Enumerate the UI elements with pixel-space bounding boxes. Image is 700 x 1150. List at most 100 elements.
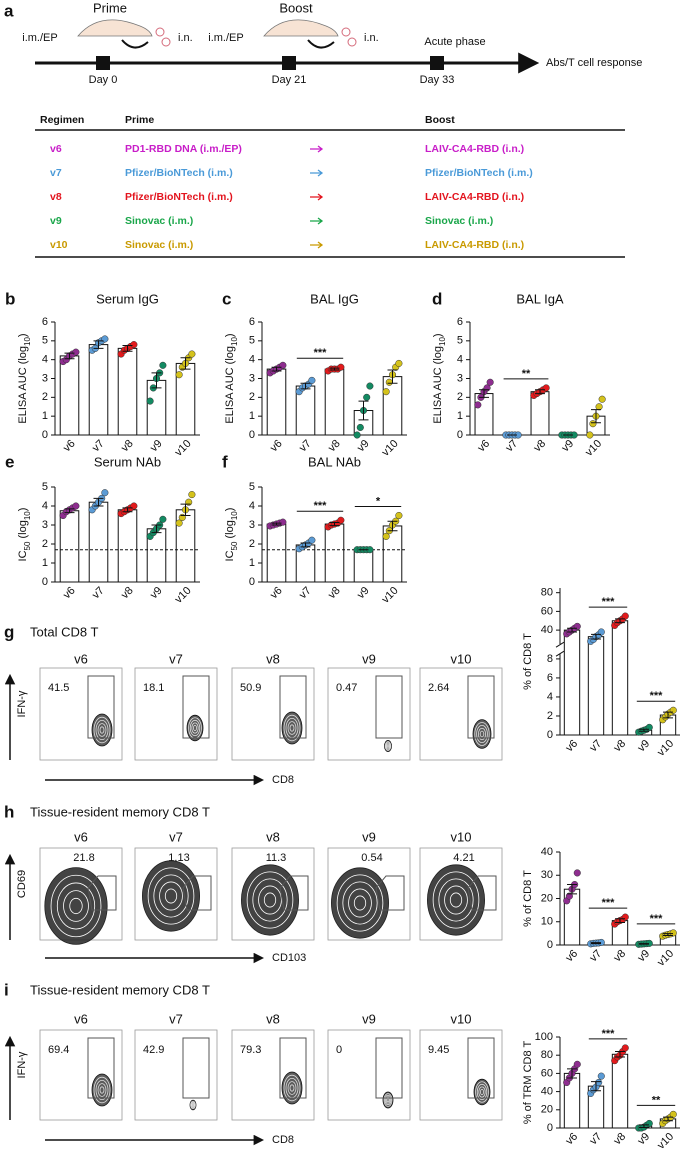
bar <box>474 393 494 436</box>
y-axis-label-part: 10 <box>23 511 32 520</box>
y-tick-label: 2 <box>42 538 48 550</box>
data-point <box>175 371 183 379</box>
gate <box>182 1037 210 1099</box>
x-tick-label: v8 <box>119 585 136 602</box>
y-tick-label: 4 <box>42 354 48 366</box>
data-point <box>366 382 374 390</box>
y-tick-label: 20 <box>541 1104 553 1116</box>
x-tick-label: v6 <box>268 585 285 602</box>
significance-label: ** <box>652 1094 661 1106</box>
error-bar <box>387 369 398 384</box>
y-tick-label: 10 <box>541 916 553 928</box>
phase-label: Boost <box>279 0 313 15</box>
error-bar <box>300 542 311 548</box>
significance-label: *** <box>650 690 664 702</box>
regimen: v8 <box>50 191 62 203</box>
y-axis-label-part: % of CD8 T <box>522 633 534 690</box>
day-label: Day 33 <box>420 74 455 86</box>
phase-label: Prime <box>93 0 127 15</box>
panel-letter: g <box>4 622 14 641</box>
sample-label: v8 <box>266 1011 280 1026</box>
chart-title: BAL NAb <box>308 454 361 469</box>
error-bar <box>615 1051 625 1058</box>
data-point <box>586 431 594 439</box>
panel-letter: d <box>432 289 442 308</box>
y-axis-label-part: IC <box>17 550 29 561</box>
x-tick-label: v7 <box>503 438 520 455</box>
sample-label: v9 <box>362 651 376 666</box>
contour <box>336 874 384 932</box>
contour <box>478 1086 486 1098</box>
error-bar <box>479 389 489 398</box>
data-point <box>597 628 605 636</box>
error-bar <box>639 728 649 732</box>
contour <box>56 882 96 930</box>
route-arrow <box>121 39 335 49</box>
data-point <box>565 892 573 900</box>
plot-frame <box>39 667 123 761</box>
gate <box>467 875 497 911</box>
contour <box>386 743 390 749</box>
contour <box>353 895 367 911</box>
row-arrow <box>310 241 324 249</box>
sample-label: v9 <box>362 1011 376 1026</box>
sample-label: v8 <box>266 829 280 844</box>
x-tick-label: v10 <box>583 438 604 459</box>
contour <box>141 860 200 932</box>
y-axis-label-part: % of CD8 T <box>522 870 534 927</box>
y-tick-label: 40 <box>541 846 553 858</box>
data-point <box>645 1119 653 1127</box>
table-header: Regimen <box>40 114 84 126</box>
contour <box>99 1086 105 1094</box>
contour <box>95 1080 109 1101</box>
data-point <box>72 502 80 510</box>
sample-label: v9 <box>362 829 376 844</box>
bar <box>266 523 287 583</box>
contour <box>69 897 83 915</box>
y-axis-label-part: ) <box>224 508 236 512</box>
contour <box>383 1093 393 1107</box>
contour <box>476 1083 488 1101</box>
data-point <box>72 348 80 356</box>
contour <box>477 727 486 741</box>
gate <box>279 675 307 739</box>
x-tick-label: v10 <box>380 438 401 459</box>
y-axis-label: ELISA AUC (log10) <box>432 333 447 423</box>
contour <box>289 724 295 732</box>
error-bar <box>591 942 601 945</box>
error-bar <box>151 524 162 534</box>
y-tick-label: 4 <box>42 500 48 512</box>
error-bar <box>567 1068 577 1079</box>
route-label: i.m./EP <box>208 32 243 44</box>
significance-label: *** <box>602 1028 616 1040</box>
error-bar <box>591 409 601 424</box>
error-bar <box>122 507 133 513</box>
y-axis-label-part: IC <box>224 550 236 561</box>
gate <box>467 1037 495 1099</box>
y-tick-label: 1 <box>249 410 255 422</box>
y-tick-label: 60 <box>541 605 553 617</box>
error-bar <box>180 357 191 370</box>
sample-label: v6 <box>74 651 88 666</box>
y-tick-label: 5 <box>249 335 255 347</box>
contour <box>50 874 102 938</box>
data-point <box>598 395 606 403</box>
panel-title: Tissue-resident memory CD8 T <box>30 804 210 819</box>
error-bar <box>639 1124 649 1129</box>
y-tick-label: 1 <box>249 557 255 569</box>
significance-label: *** <box>602 596 616 608</box>
x-axis-label: CD103 <box>272 952 306 964</box>
y-axis-label: % of CD8 T <box>522 870 534 927</box>
contour <box>190 1100 196 1110</box>
y-axis-label: ELISA AUC (log10) <box>17 333 32 423</box>
significance-label: *** <box>650 913 664 925</box>
y-axis-label: IFN-γ <box>16 690 28 717</box>
bar <box>88 501 109 583</box>
row-arrow <box>310 193 324 201</box>
error-bar <box>329 367 340 371</box>
data-point <box>621 1044 629 1052</box>
day-label: Day 21 <box>272 74 307 86</box>
day-label: Day 0 <box>89 74 118 86</box>
gate-value: 21.8 <box>73 852 94 864</box>
